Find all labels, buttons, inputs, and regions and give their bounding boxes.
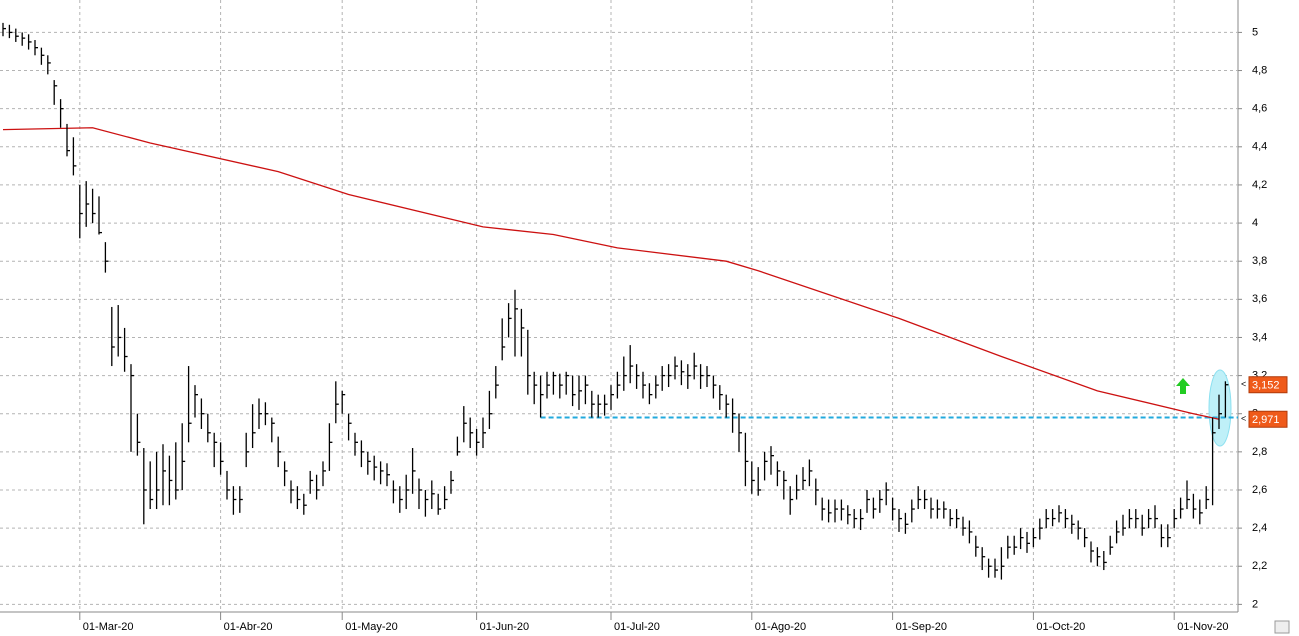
- y-tick-label: 2,6: [1252, 484, 1267, 496]
- x-tick-label: 01-Mar-20: [83, 621, 134, 633]
- y-tick-label: 2: [1252, 598, 1258, 610]
- x-tick-label: 01-May-20: [345, 621, 398, 633]
- x-tick-label: 01-Oct-20: [1036, 621, 1085, 633]
- corner-icon: [1274, 620, 1290, 634]
- last-value-box: [1248, 410, 1288, 428]
- last-value-label: 3,152: [1252, 380, 1280, 392]
- y-tick-label: 2,4: [1252, 522, 1267, 534]
- y-tick-label: 3,6: [1252, 293, 1267, 305]
- y-tick-label: 3,4: [1252, 331, 1267, 343]
- last-value-arrow: <: [1241, 379, 1246, 389]
- x-tick-label: 01-Ago-20: [755, 621, 806, 633]
- y-tick-label: 4,2: [1252, 179, 1267, 191]
- up-arrow: [1176, 378, 1190, 394]
- y-tick-label: 2,2: [1252, 560, 1267, 572]
- x-tick-label: 01-Sep-20: [896, 621, 947, 633]
- last-value-box: [1248, 376, 1288, 394]
- y-tick-label: 5: [1252, 26, 1258, 38]
- last-value-arrow: <: [1241, 414, 1246, 424]
- y-tick-label: 4,4: [1252, 141, 1267, 153]
- y-tick-label: 2,8: [1252, 446, 1267, 458]
- last-value-label: 2,971: [1252, 414, 1280, 426]
- x-tick-label: 01-Abr-20: [224, 621, 273, 633]
- y-tick-label: 4,6: [1252, 103, 1267, 115]
- x-tick-label: 01-Jun-20: [480, 621, 530, 633]
- y-tick-label: 4,8: [1252, 64, 1267, 76]
- y-tick-label: 4: [1252, 217, 1258, 229]
- moving-average: [2, 127, 1220, 420]
- y-tick-label: 3,8: [1252, 255, 1267, 267]
- x-tick-label: 01-Nov-20: [1177, 621, 1228, 633]
- x-tick-label: 01-Jul-20: [614, 621, 660, 633]
